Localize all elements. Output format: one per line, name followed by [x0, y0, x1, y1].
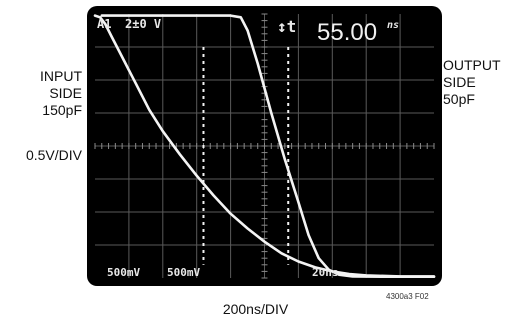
traces: [93, 14, 436, 279]
delta-t-icon: ↕t: [277, 17, 296, 36]
cursor-lines: [202, 47, 290, 265]
input-side-label: INPUT SIDE 150pF: [2, 68, 82, 119]
output-side-label: OUTPUT SIDE 50pF: [443, 57, 509, 108]
vertical-scale-label: 0.5V/DIV: [25, 147, 82, 163]
oscilloscope-screen: A1 2±0 V ↕t 55.00 ns 500mV 500mV 20ns: [87, 6, 442, 286]
timebase-scale: 20ns: [312, 266, 339, 279]
channel-label: A1: [97, 17, 111, 31]
trace-input-side: [93, 14, 436, 278]
figure-code: 4300a3 F02: [386, 292, 429, 301]
channel1-scale: 500mV: [107, 266, 140, 279]
output-side-label-line1: OUTPUT: [443, 57, 501, 73]
input-side-label-line3: 150pF: [42, 102, 82, 118]
trace-output-side: [100, 14, 436, 279]
output-side-label-line2: SIDE: [443, 74, 476, 90]
graticule-grid: [94, 13, 435, 279]
output-side-label-line3: 50pF: [443, 91, 475, 107]
delta-t-unit: ns: [387, 20, 399, 31]
input-side-label-line2: SIDE: [49, 85, 82, 101]
oscilloscope-plot: A1 2±0 V ↕t 55.00 ns 500mV 500mV 20ns: [93, 13, 436, 279]
delta-t-value: 55.00: [317, 19, 377, 46]
trigger-readout: 2±0 V: [125, 17, 161, 31]
horizontal-scale-label: 200ns/DIV: [222, 301, 289, 317]
input-side-label-line1: INPUT: [40, 68, 82, 84]
channel2-scale: 500mV: [167, 266, 200, 279]
